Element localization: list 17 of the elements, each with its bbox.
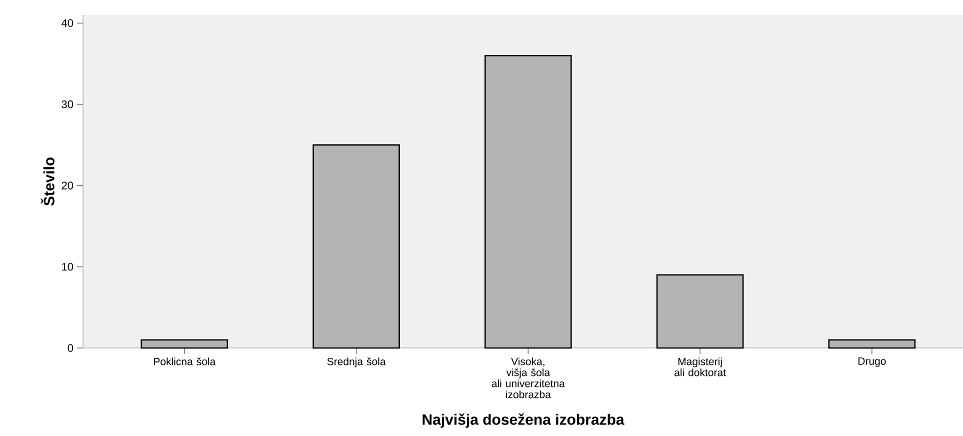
bar bbox=[140, 339, 228, 349]
x-tick-label: Srednja šola bbox=[327, 358, 386, 368]
x-tick-label: Drugo bbox=[858, 358, 886, 367]
y-tick-label: 0 bbox=[68, 344, 74, 352]
y-tick-label: 20 bbox=[62, 182, 74, 190]
y-tick-label: 10 bbox=[62, 262, 74, 271]
y-tick-label: 30 bbox=[62, 100, 74, 108]
bar bbox=[828, 339, 916, 349]
x-tick-label: Visoka, višja šola ali univerzitetna izobrazba bbox=[492, 358, 565, 398]
y-tick-label: 40 bbox=[62, 19, 74, 28]
y-axis-title: Število bbox=[40, 157, 54, 206]
bar bbox=[312, 144, 400, 349]
bar bbox=[656, 274, 744, 349]
bar bbox=[484, 54, 572, 349]
x-tick-label: Poklicna šola bbox=[154, 358, 216, 366]
x-tick-label: Magisterij ali doktorat bbox=[674, 358, 726, 376]
x-axis-title: Najvišja dosežena izobrazba bbox=[422, 414, 624, 428]
